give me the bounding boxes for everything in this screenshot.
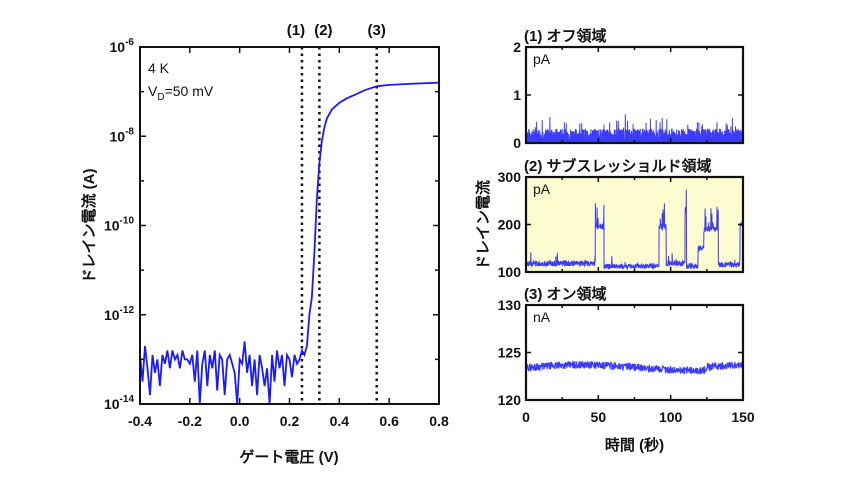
- right-y-axis-label: ドレイン電流: [474, 180, 492, 270]
- panel-highlight: [526, 177, 743, 272]
- x-tick-label: 0.6: [379, 413, 399, 429]
- x-tick-label: 0.8: [429, 413, 449, 429]
- off-region-panel: 0 1 2(1) オフ領域 pA: [513, 27, 745, 151]
- x-tick-label: 150: [731, 409, 755, 425]
- x-tick-label: 0: [522, 409, 530, 425]
- x-tick-label: 100: [659, 409, 683, 425]
- y-tick-label: 10-6: [110, 37, 135, 55]
- y-tick-label: 300: [498, 169, 522, 185]
- vd-label: VD=50 mV: [148, 83, 214, 103]
- y-tick-label: 120: [498, 392, 522, 408]
- y-tick-label: 1: [513, 87, 521, 103]
- time-series-line: [525, 354, 744, 375]
- x-tick-label: 0.4: [330, 413, 350, 429]
- x-axis-label: ゲート電圧 (V): [239, 448, 338, 466]
- region-marker-label: (2): [314, 22, 332, 39]
- x-axis-label: 時間 (秒): [605, 436, 664, 454]
- y-tick-label: 100: [498, 264, 522, 280]
- y-tick-label: 200: [498, 217, 522, 233]
- y-tick-label: 10-14: [104, 394, 134, 412]
- panel-title: (1) オフ領域: [524, 27, 607, 45]
- subthreshold-region-panel: 100 200 300(2) サブスレッショルド領域 pA: [498, 157, 745, 280]
- region-marker-label: (3): [368, 22, 386, 39]
- unit-label: nA: [533, 309, 551, 325]
- idvg-series-line: [139, 81, 440, 405]
- y-tick-label: 125: [498, 345, 522, 361]
- y-tick-label: 10-10: [104, 216, 134, 234]
- panel-title: (2) サブスレッショルド領域: [524, 157, 712, 175]
- on-region-panel: 120 125 130(3) オン領域 nA 0 50 100 150 時間 (秒): [498, 285, 755, 454]
- transfer-curve-chart: (1) (2) (3) -0.4 -0.2 0.0 0.2 0.4 0.6 0.8 10-6 10-…: [80, 22, 449, 466]
- panel-frame: [524, 303, 745, 402]
- y-axis-label: ドレイン電流 (A): [80, 169, 98, 284]
- x-tick-label: 0.0: [230, 413, 250, 429]
- x-tick-label: 0.2: [280, 413, 300, 429]
- region-markers: (1) (2) (3): [287, 22, 386, 404]
- axis-ticks: -0.4 -0.2 0.0 0.2 0.4 0.6 0.8 10-6 10-8 10-10 10-1…: [104, 37, 449, 429]
- unit-label: pA: [533, 51, 551, 67]
- panel-frame: [524, 45, 745, 145]
- x-tick-label: -0.4: [128, 413, 152, 429]
- x-tick-label: 50: [591, 409, 607, 425]
- y-tick-label: 10-8: [110, 126, 135, 144]
- y-tick-label: 2: [513, 39, 521, 55]
- panel-title: (3) オン領域: [524, 285, 607, 303]
- y-tick-label: 0: [513, 135, 521, 151]
- region-marker-label: (1): [287, 22, 305, 39]
- unit-label: pA: [533, 181, 551, 197]
- y-tick-label: 130: [498, 297, 522, 313]
- plot-frame: [139, 46, 440, 405]
- y-tick-label: 10-12: [104, 305, 134, 323]
- x-tick-label: -0.2: [178, 413, 202, 429]
- time-series-line: [525, 114, 744, 143]
- temperature-label: 4 K: [148, 60, 170, 76]
